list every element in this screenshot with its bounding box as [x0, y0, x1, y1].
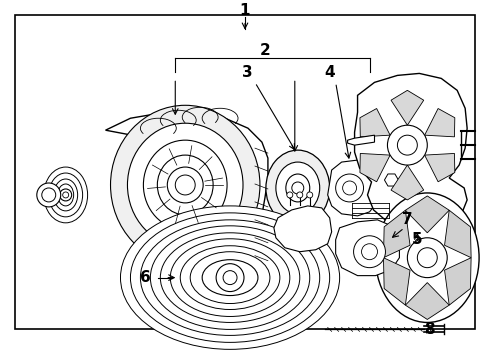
- Polygon shape: [425, 108, 455, 137]
- Polygon shape: [391, 165, 424, 200]
- Ellipse shape: [144, 140, 227, 230]
- Polygon shape: [347, 135, 374, 145]
- Ellipse shape: [44, 167, 88, 223]
- Polygon shape: [384, 210, 410, 258]
- Ellipse shape: [49, 173, 83, 217]
- Circle shape: [175, 175, 195, 195]
- Circle shape: [37, 183, 61, 207]
- Circle shape: [407, 238, 447, 278]
- Text: 7: 7: [402, 212, 413, 228]
- Ellipse shape: [121, 206, 340, 349]
- Polygon shape: [355, 73, 467, 230]
- Circle shape: [42, 188, 56, 202]
- Ellipse shape: [190, 252, 270, 303]
- Polygon shape: [405, 196, 449, 233]
- Ellipse shape: [111, 105, 260, 265]
- Ellipse shape: [54, 179, 77, 211]
- Text: 5: 5: [412, 232, 423, 247]
- Ellipse shape: [58, 184, 74, 206]
- Circle shape: [307, 192, 313, 198]
- Ellipse shape: [150, 226, 310, 329]
- Ellipse shape: [157, 155, 213, 215]
- Polygon shape: [405, 283, 449, 319]
- Circle shape: [63, 192, 69, 198]
- Circle shape: [287, 192, 293, 198]
- Ellipse shape: [180, 246, 280, 310]
- Bar: [15, 15, 475, 329]
- Text: 4: 4: [324, 65, 335, 80]
- Circle shape: [167, 167, 203, 203]
- Text: 8: 8: [424, 322, 435, 337]
- Polygon shape: [274, 206, 332, 252]
- Circle shape: [417, 248, 437, 268]
- Ellipse shape: [202, 260, 258, 296]
- Circle shape: [397, 135, 417, 155]
- Polygon shape: [414, 239, 425, 250]
- Circle shape: [216, 264, 244, 292]
- Circle shape: [171, 274, 186, 289]
- Ellipse shape: [286, 174, 310, 202]
- Circle shape: [336, 174, 364, 202]
- Polygon shape: [148, 264, 245, 289]
- Text: 2: 2: [260, 43, 270, 58]
- Ellipse shape: [130, 213, 330, 342]
- Circle shape: [388, 125, 427, 165]
- Circle shape: [292, 182, 304, 194]
- Polygon shape: [444, 258, 471, 305]
- Polygon shape: [336, 220, 399, 276]
- Text: 1: 1: [240, 3, 250, 18]
- Polygon shape: [444, 210, 471, 258]
- Circle shape: [297, 192, 303, 198]
- Circle shape: [223, 271, 237, 285]
- Circle shape: [354, 236, 386, 268]
- Polygon shape: [360, 108, 390, 137]
- Polygon shape: [105, 112, 268, 280]
- Polygon shape: [391, 90, 424, 125]
- Polygon shape: [384, 258, 410, 305]
- Ellipse shape: [266, 150, 330, 226]
- Ellipse shape: [127, 123, 243, 247]
- Polygon shape: [360, 153, 390, 182]
- Ellipse shape: [276, 162, 319, 214]
- Circle shape: [343, 181, 357, 195]
- Circle shape: [60, 189, 72, 201]
- Ellipse shape: [160, 233, 300, 323]
- Ellipse shape: [171, 239, 290, 316]
- Polygon shape: [328, 160, 377, 216]
- Ellipse shape: [375, 193, 479, 323]
- Text: 6: 6: [140, 270, 151, 285]
- Circle shape: [362, 244, 377, 260]
- Polygon shape: [385, 174, 398, 186]
- Polygon shape: [425, 153, 455, 182]
- Text: 3: 3: [242, 65, 252, 80]
- Ellipse shape: [141, 220, 319, 336]
